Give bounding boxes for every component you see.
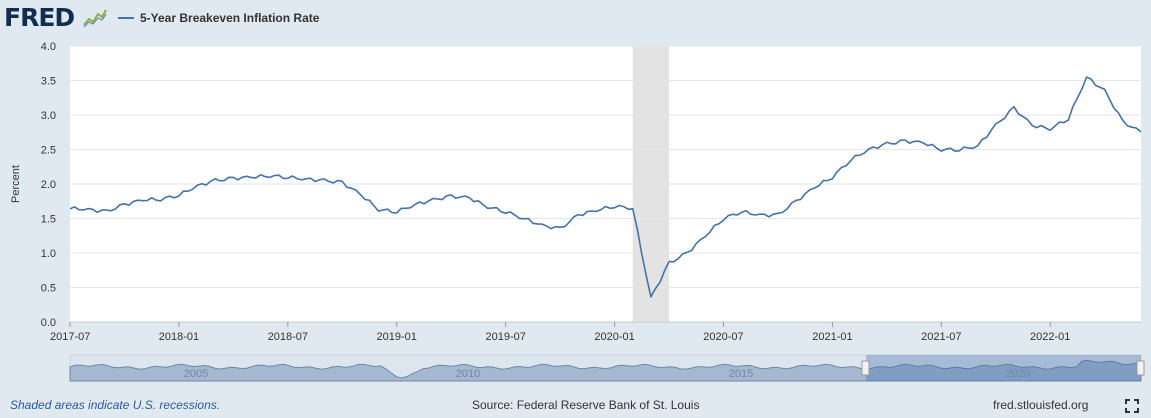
- fullscreen-icon[interactable]: [1125, 399, 1139, 413]
- y-tick-label: 2.5: [41, 145, 56, 157]
- y-tick-label: 2.0: [41, 179, 56, 191]
- y-tick-label: 0.0: [41, 317, 56, 329]
- navigator-year-labels: 2005 2010 2015 2020: [184, 368, 1030, 380]
- x-tick-label: 2021-07: [921, 331, 961, 343]
- x-tick-label: 2021-01: [812, 331, 852, 343]
- y-tick-label: 3.5: [41, 76, 56, 88]
- navigator-area: [69, 359, 1142, 382]
- x-tick-label: 2019-07: [485, 331, 525, 343]
- y-tick-label: 1.0: [41, 248, 56, 260]
- navigator-label: 2010: [456, 368, 480, 380]
- x-tick-label: 2018-07: [268, 331, 308, 343]
- navigator-handle-left[interactable]: [861, 360, 870, 376]
- x-tick-label: 2018-01: [159, 331, 199, 343]
- navigator-label: 2020: [1006, 368, 1030, 380]
- y-tick-label: 0.5: [41, 283, 56, 295]
- legend-swatch: [118, 17, 134, 19]
- line-chart[interactable]: 0.0 0.5 1.0 1.5 2.0 2.5 3.0 3.5 4.0 2017-07 2018-…: [0, 0, 1151, 398]
- x-tick-label: 2022-01: [1030, 331, 1070, 343]
- recession-note[interactable]: Shaded areas indicate U.S. recessions.: [10, 398, 221, 412]
- navigator-label: 2005: [184, 368, 208, 380]
- y-tick-label: 3.0: [41, 110, 56, 122]
- x-tick-label: 2019-01: [377, 331, 417, 343]
- time-navigator[interactable]: 2005 2010 2015 2020: [69, 354, 1145, 382]
- source-text: Source: Federal Reserve Bank of St. Loui…: [472, 398, 700, 412]
- y-tick-label: 1.5: [41, 214, 56, 226]
- chart-header: FRED 5-Year Breakeven Inflation Rate: [0, 0, 1151, 36]
- chart-line-icon: [83, 6, 107, 28]
- navigator-label: 2015: [729, 368, 753, 380]
- navigator-selection[interactable]: [866, 355, 1141, 381]
- grid-lines: [70, 45, 1141, 323]
- y-axis-ticks: 0.0 0.5 1.0 1.5 2.0 2.5 3.0 3.5 4.0: [41, 41, 56, 329]
- x-tick-label: 2017-07: [50, 331, 90, 343]
- x-axis-ticks: 2017-07 2018-01 2018-07 2019-01 2019-07 2020-…: [50, 322, 1070, 343]
- site-link[interactable]: fred.stlouisfed.org: [993, 398, 1089, 412]
- x-tick-label: 2020-07: [703, 331, 743, 343]
- legend[interactable]: 5-Year Breakeven Inflation Rate: [118, 8, 319, 28]
- series-line-breakeven[interactable]: [69, 76, 1142, 298]
- x-tick-label: 2020-01: [594, 331, 634, 343]
- navigator-handle-right[interactable]: [1136, 360, 1145, 376]
- legend-series-label: 5-Year Breakeven Inflation Rate: [140, 11, 320, 25]
- y-axis-label: Percent: [10, 165, 22, 203]
- fred-logo[interactable]: FRED: [4, 3, 75, 32]
- y-tick-label: 4.0: [41, 41, 56, 53]
